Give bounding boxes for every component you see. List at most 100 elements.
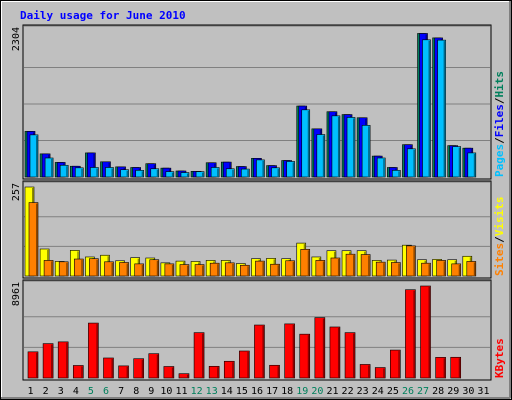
bar-kbytes-kbytes-day-29 (450, 356, 462, 379)
x-tick-label-day-16: 16 (251, 386, 263, 397)
bar-hits-pages-day-27 (422, 39, 431, 178)
legend-entry: / (493, 137, 506, 144)
bar-shadow (383, 368, 385, 378)
bar-shadow (337, 327, 340, 378)
bar-visits-sites-day-14 (224, 262, 235, 277)
bar-shadow (322, 318, 325, 378)
bar-kbytes-kbytes-day-11 (178, 373, 190, 379)
bar-shadow (443, 41, 446, 177)
bar-hits-pages-day-13 (210, 167, 220, 178)
x-tick-label-day-5: 5 (88, 386, 94, 397)
bar-kbytes-kbytes-day-25 (390, 349, 401, 379)
bar-visits-sites-day-30 (466, 261, 477, 277)
x-tick-label-day-12: 12 (191, 386, 203, 397)
bar-shadow (368, 255, 370, 276)
bar-hits-pages-day-4 (74, 167, 84, 178)
bar-shadow (186, 374, 189, 378)
bar-kbytes-kbytes-day-7 (118, 365, 129, 379)
bar-shadow (51, 158, 53, 177)
bar-hits-pages-day-3 (59, 164, 69, 178)
x-tick-label-day-20: 20 (311, 386, 323, 397)
bar-shadow (337, 116, 340, 177)
bar-kbytes-kbytes-day-28 (435, 357, 446, 379)
bar-hits-pages-day-8 (135, 170, 144, 178)
bar-shadow (232, 169, 234, 177)
x-tick-label-day-7: 7 (118, 386, 124, 397)
bar-shadow (126, 170, 129, 177)
bar-hits-pages-day-14 (225, 168, 235, 178)
bar-shadow (337, 258, 340, 276)
bar-hits-pages-day-1 (29, 134, 39, 178)
x-tick-label-day-21: 21 (326, 386, 338, 397)
legend-entry: / (493, 97, 506, 104)
x-tick-label-day-19: 19 (296, 386, 308, 397)
bar-visits-sites-day-24 (375, 261, 386, 277)
x-tick-label-day-9: 9 (148, 386, 154, 397)
bar-visits-sites-day-25 (391, 262, 401, 277)
bar-shadow (292, 261, 295, 276)
legend-entry: Pages (493, 144, 506, 177)
bar-shadow (156, 260, 159, 276)
bar-shadow (413, 290, 415, 378)
bar-kbytes-kbytes-day-22 (344, 332, 356, 379)
x-tick-label-day-10: 10 (160, 386, 172, 397)
bar-hits-pages-day-11 (180, 172, 190, 178)
bar-shadow (51, 344, 53, 378)
bar-shadow (443, 358, 446, 378)
bar-hits-pages-day-18 (286, 161, 295, 178)
x-tick-label-day-2: 2 (43, 386, 49, 397)
bar-hits-pages-day-25 (392, 170, 401, 178)
legend-entry: Files (493, 104, 506, 137)
bar-shadow (353, 255, 355, 276)
bar-shadow (307, 110, 310, 177)
x-tick-label-day-15: 15 (236, 386, 248, 397)
bar-shadow (458, 358, 461, 378)
bar-shadow (353, 118, 355, 177)
bar-kbytes-kbytes-day-10 (163, 366, 175, 379)
bar-kbytes-kbytes-day-16 (254, 324, 265, 379)
bar-visits-sites-day-23 (360, 254, 371, 277)
x-tick-label-day-26: 26 (402, 386, 414, 397)
bar-shadow (81, 260, 83, 276)
bar-visits-sites-day-5 (89, 258, 99, 277)
bar-shadow (292, 162, 295, 177)
bar-kbytes-kbytes-day-24 (374, 367, 386, 379)
x-tick-label-day-23: 23 (357, 386, 369, 397)
x-tick-label-day-24: 24 (372, 386, 384, 397)
x-tick-label-day-27: 27 (417, 386, 429, 397)
bar-visits-sites-day-12 (194, 264, 205, 277)
bar-shadow (262, 326, 264, 378)
bar-visits-sites-day-16 (255, 260, 265, 277)
bar-kbytes-kbytes-day-13 (208, 365, 220, 379)
bar-kbytes-kbytes-day-23 (359, 364, 371, 379)
bar-shadow (473, 153, 476, 177)
bar-visits-sites-day-17 (270, 263, 280, 277)
bar-shadow (96, 259, 98, 276)
bar-shadow (292, 324, 295, 378)
bar-shadow (111, 168, 113, 177)
bar-hits-pages-day-9 (150, 168, 160, 178)
bar-kbytes-kbytes-day-20 (314, 317, 326, 379)
bar-kbytes-kbytes-day-26 (405, 289, 416, 379)
bar-shadow (66, 166, 68, 177)
bar-shadow (126, 366, 129, 378)
bar-hits-pages-day-24 (376, 157, 386, 178)
chart-title: Daily usage for June 2010 (20, 9, 186, 22)
x-tick-label-day-3: 3 (58, 386, 64, 397)
x-tick-label-day-18: 18 (281, 386, 293, 397)
bar-kbytes-kbytes-day-18 (284, 323, 295, 379)
x-tick-label-day-22: 22 (342, 386, 354, 397)
bar-shadow (202, 172, 204, 177)
bar-kbytes-kbytes-day-15 (239, 350, 250, 379)
bar-shadow (247, 170, 249, 177)
bar-hits-pages-day-22 (346, 117, 356, 178)
x-tick-label-day-29: 29 (447, 386, 459, 397)
series-pages (29, 39, 477, 178)
bar-shadow (36, 135, 38, 177)
x-axis-labels: 1 2 3 4 5 6 7 8 9 10 11 12 13 14 15 16 17 18 19 20 21 22 23 24 2… (28, 386, 490, 397)
bar-shadow (247, 266, 249, 276)
bar-visits-sites-day-11 (179, 264, 190, 277)
bar-kbytes-kbytes-day-1 (27, 351, 39, 379)
